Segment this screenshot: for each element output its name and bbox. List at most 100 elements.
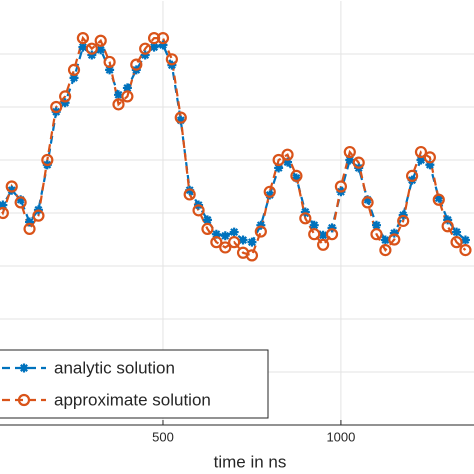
star-marker [460, 235, 470, 245]
circle-marker [370, 228, 383, 241]
circle-marker [112, 98, 125, 111]
star-marker [16, 195, 26, 205]
star-marker [7, 185, 17, 195]
circle-marker [76, 31, 90, 45]
star-marker [114, 90, 123, 100]
star-marker [0, 200, 8, 210]
circle-marker [192, 204, 205, 217]
circle-marker [263, 185, 276, 198]
star-marker [202, 215, 212, 225]
circle-marker [94, 34, 107, 47]
star-marker [176, 115, 186, 125]
circle-marker [121, 90, 134, 103]
circle-marker [254, 225, 267, 238]
star-marker [78, 42, 88, 52]
star-marker [371, 220, 381, 230]
legend: analytic solution approximate solution [0, 349, 269, 419]
star-marker [19, 363, 29, 373]
circle-marker [41, 153, 54, 167]
circle-marker [156, 31, 170, 45]
star-marker [327, 223, 337, 233]
star-marker [105, 65, 115, 75]
star-marker [300, 207, 310, 217]
circle-marker [388, 233, 401, 246]
plot-area [0, 31, 472, 262]
circle-marker [0, 206, 9, 220]
star-marker [87, 50, 97, 60]
star-marker [220, 231, 230, 241]
circle-marker [308, 228, 321, 241]
circle-marker [228, 236, 241, 249]
circle-marker [5, 180, 18, 193]
circle-marker [174, 111, 187, 124]
star-marker [380, 235, 390, 245]
circle-marker [59, 90, 72, 103]
star-marker [389, 228, 399, 238]
circle-marker [103, 55, 116, 69]
circle-marker [325, 228, 339, 241]
circle-marker [130, 58, 143, 71]
circle-marker [459, 244, 472, 257]
x-tick-label: 500 [152, 429, 174, 444]
star-marker [69, 73, 79, 83]
star-marker [363, 195, 373, 205]
circle-marker [210, 236, 223, 249]
star-marker [345, 155, 355, 165]
circle-marker [201, 222, 214, 235]
star-marker [443, 215, 453, 225]
star-marker [60, 98, 70, 108]
circle-marker [183, 188, 196, 201]
circle-marker [165, 53, 178, 66]
circle-marker [397, 214, 410, 228]
circle-marker [17, 393, 31, 407]
star-marker [283, 157, 293, 167]
star-marker [256, 220, 266, 230]
legend-label: analytic solution [54, 358, 175, 377]
x-ticks: 500 1000 [152, 420, 355, 444]
legend-box [0, 349, 269, 419]
star-marker [229, 227, 239, 237]
x-axis-label: time in ns [214, 452, 287, 471]
star-marker [96, 45, 106, 55]
star-marker [434, 193, 444, 203]
star-marker [416, 155, 426, 165]
star-marker [238, 235, 248, 245]
star-marker [452, 227, 462, 237]
circle-marker [450, 236, 463, 249]
circle-marker [343, 145, 356, 159]
circle-marker [272, 153, 285, 167]
circle-marker [245, 249, 259, 262]
star-marker [149, 42, 159, 52]
circle-marker [405, 169, 419, 182]
legend-label: approximate solution [54, 390, 211, 409]
circle-marker [85, 42, 98, 55]
circle-marker [290, 169, 303, 182]
x-tick-label: 1000 [326, 429, 355, 444]
star-marker [211, 229, 221, 239]
star-marker [158, 40, 168, 50]
circle-marker [139, 42, 152, 55]
circle-marker [317, 238, 330, 251]
circle-marker [147, 31, 161, 45]
circle-marker [334, 180, 348, 193]
circle-marker [14, 196, 27, 209]
star-marker [291, 173, 301, 183]
circle-marker [423, 151, 436, 164]
star-marker [265, 190, 275, 200]
star-marker [274, 163, 284, 173]
circle-marker [23, 222, 36, 235]
circle-marker [299, 212, 312, 225]
circle-marker [281, 148, 294, 161]
circle-marker [432, 193, 445, 206]
star-marker [140, 50, 150, 60]
circle-marker [32, 209, 45, 222]
star-marker [425, 160, 435, 170]
circle-marker [414, 145, 428, 159]
circle-marker [50, 100, 63, 114]
star-marker [25, 217, 35, 227]
star-marker [122, 83, 132, 93]
circle-marker [361, 196, 374, 209]
circle-marker [352, 156, 365, 169]
star-marker [247, 237, 257, 247]
